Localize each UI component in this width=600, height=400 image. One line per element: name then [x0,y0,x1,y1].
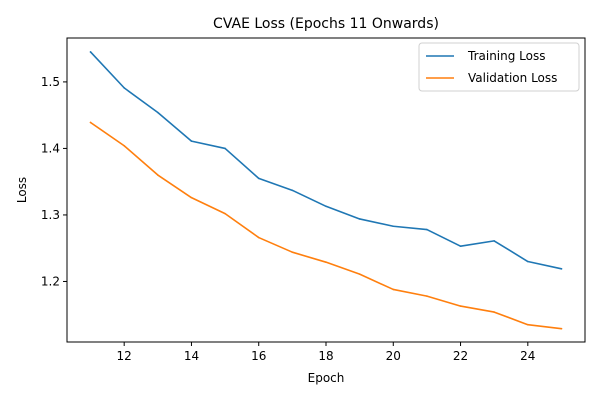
legend-label-training-loss: Training Loss [467,49,545,63]
validation-loss-point [459,305,462,307]
validation-loss-point [157,174,159,176]
validation-loss-point [392,288,395,291]
validation-loss-point [560,327,563,330]
x-tick-label: 12 [117,349,132,363]
legend: Training Loss Validation Loss [418,42,580,92]
x-tick-label: 22 [453,349,468,363]
training-loss-point [89,51,92,53]
y-tick-label: 1.5 [41,75,60,89]
validation-loss-line [89,121,563,330]
validation-loss-point [291,251,294,253]
validation-loss-point [190,196,193,199]
x-tick-label: 14 [184,349,199,363]
validation-loss-point [426,295,428,297]
x-tick-label: 18 [318,349,333,363]
training-loss-point [157,111,159,114]
validation-loss-point [224,212,226,215]
training-loss-point [190,140,193,142]
lines-layer [89,51,563,330]
validation-loss-point [358,273,361,275]
training-loss-point [493,240,495,242]
training-loss-point [459,245,462,248]
plot-area-frame [66,37,586,343]
legend-frame [418,42,580,92]
y-tick-label: 1.3 [41,208,60,222]
x-tick-label: 20 [386,349,401,363]
y-axis-label: Loss [15,177,29,203]
training-loss-point [291,189,294,192]
training-loss-point [325,205,327,208]
training-loss-point [123,87,125,89]
validation-loss-point [325,261,327,263]
validation-loss-point [493,311,495,313]
x-tick-label: 16 [251,349,266,363]
legend-label-validation-loss: Validation Loss [468,71,557,85]
training-loss-point [392,225,395,228]
y-tick-label: 1.2 [41,274,60,288]
training-loss-point [224,147,226,150]
x-tick-label: 24 [520,349,535,363]
training-loss-point [426,228,428,231]
validation-loss-point [123,144,125,147]
validation-loss-point [257,236,260,239]
training-loss-point [560,268,563,270]
training-loss-point [358,218,361,220]
training-loss-point [257,177,260,180]
validation-loss-point [527,323,529,326]
ticks-layer: 12 14 16 18 20 22 24 1.2 1.3 1.4 1.5 [41,75,536,363]
chart-title: CVAE Loss (Epochs 11 Onwards) [213,16,439,32]
y-tick-label: 1.4 [41,141,60,155]
training-loss-point [527,260,529,263]
x-axis-label: Epoch [308,371,345,385]
validation-loss-point [89,121,92,124]
